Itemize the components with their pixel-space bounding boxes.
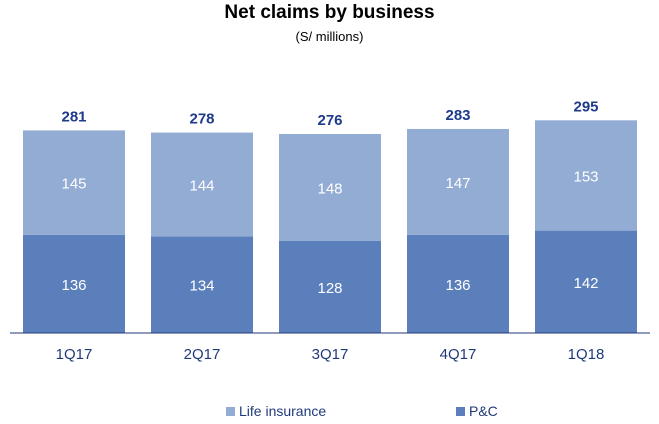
- data-label-pc-4q17: 136: [445, 277, 470, 294]
- data-label-pc-2q17: 134: [189, 278, 214, 295]
- bar-pc-4q17: [407, 234, 509, 333]
- bar-pc-1q18: [535, 230, 637, 333]
- legend-item-life-insurance: Life insurance: [226, 403, 326, 419]
- total-label-1q18: 295: [573, 98, 598, 115]
- bar-pc-1q17: [23, 234, 125, 333]
- total-label-1q17: 281: [61, 108, 86, 125]
- data-label-pc-3q17: 128: [317, 280, 342, 297]
- bar-pc-2q17: [151, 236, 253, 333]
- x-tick-label-1q17: 1Q17: [56, 346, 93, 363]
- x-tick-label-3q17: 3Q17: [312, 346, 349, 363]
- legend-swatch-life-insurance: [226, 406, 235, 416]
- data-label-life-4q17: 147: [445, 175, 470, 192]
- x-tick-label-4q17: 4Q17: [440, 346, 477, 363]
- total-label-4q17: 283: [445, 107, 470, 124]
- data-label-life-2q17: 144: [189, 177, 214, 194]
- data-label-life-1q18: 153: [573, 168, 598, 185]
- bar-life-1q17: [23, 130, 125, 235]
- bar-life-2q17: [151, 132, 253, 237]
- bar-life-1q18: [535, 120, 637, 231]
- x-tick-label-2q17: 2Q17: [184, 346, 221, 363]
- bar-life-3q17: [279, 134, 381, 241]
- bar-pc-3q17: [279, 240, 381, 333]
- total-label-2q17: 278: [189, 111, 214, 128]
- data-label-pc-1q18: 142: [573, 275, 598, 292]
- data-label-life-1q17: 145: [61, 176, 86, 193]
- total-label-3q17: 276: [317, 112, 342, 129]
- legend-label-life-insurance: Life insurance: [239, 403, 327, 419]
- chart-subtitle: (S/ millions): [295, 29, 364, 44]
- chart-title: Net claims by business: [224, 2, 435, 23]
- legend-item-pc: P&C: [456, 403, 498, 419]
- bar-life-4q17: [407, 128, 509, 235]
- legend-label-pc: P&C: [469, 403, 498, 419]
- data-label-life-3q17: 148: [317, 180, 342, 197]
- x-tick-label-1q18: 1Q18: [568, 346, 605, 363]
- legend-swatch-pc: [456, 406, 465, 416]
- data-label-pc-1q17: 136: [61, 277, 86, 294]
